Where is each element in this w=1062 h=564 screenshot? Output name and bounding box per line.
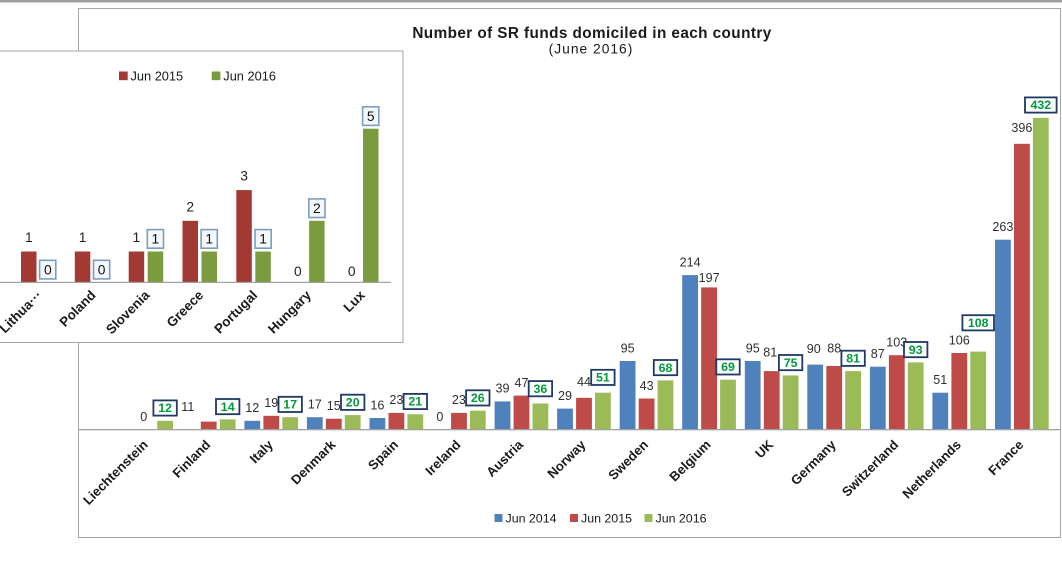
svg-text:1: 1 [133, 230, 141, 245]
svg-text:Jun 2015: Jun 2015 [581, 512, 632, 526]
svg-text:2: 2 [186, 199, 194, 214]
svg-text:39: 39 [495, 382, 509, 396]
svg-text:44: 44 [577, 375, 591, 389]
svg-text:95: 95 [746, 341, 760, 355]
svg-text:Jun 2016: Jun 2016 [223, 69, 276, 84]
svg-text:43: 43 [640, 379, 654, 393]
svg-text:0: 0 [98, 262, 106, 277]
svg-text:47: 47 [514, 376, 528, 390]
svg-text:Jun 2015: Jun 2015 [131, 69, 184, 84]
svg-text:51: 51 [933, 373, 947, 387]
svg-text:1: 1 [259, 232, 267, 247]
svg-text:26: 26 [471, 391, 485, 405]
svg-text:3: 3 [240, 169, 248, 184]
svg-text:12: 12 [245, 401, 259, 415]
svg-text:0: 0 [294, 264, 302, 279]
svg-text:23: 23 [452, 393, 466, 407]
svg-text:93: 93 [909, 343, 923, 357]
svg-text:14: 14 [221, 400, 235, 414]
svg-text:214: 214 [680, 255, 701, 269]
svg-text:29: 29 [558, 389, 572, 403]
svg-text:12: 12 [158, 401, 172, 415]
svg-text:81: 81 [763, 345, 777, 359]
svg-text:0: 0 [140, 410, 147, 424]
svg-text:17: 17 [308, 398, 322, 412]
svg-text:1: 1 [79, 230, 87, 245]
svg-text:16: 16 [370, 398, 384, 412]
svg-text:88: 88 [827, 341, 841, 355]
svg-text:5: 5 [367, 109, 375, 124]
svg-text:396: 396 [1011, 121, 1032, 135]
svg-text:0: 0 [436, 410, 443, 424]
svg-text:17: 17 [283, 398, 297, 412]
svg-text:1: 1 [152, 232, 160, 247]
svg-text:Jun 2016: Jun 2016 [656, 512, 707, 526]
svg-text:432: 432 [1030, 98, 1051, 112]
svg-text:51: 51 [596, 371, 610, 385]
svg-text:263: 263 [992, 220, 1013, 234]
svg-text:23: 23 [389, 393, 403, 407]
svg-text:0: 0 [44, 262, 52, 277]
svg-text:36: 36 [534, 382, 548, 396]
svg-text:0: 0 [348, 264, 356, 279]
svg-text:90: 90 [807, 342, 821, 356]
svg-text:Number of SR funds domiciled i: Number of SR funds domiciled in each cou… [412, 25, 771, 42]
svg-text:108: 108 [968, 316, 989, 330]
svg-text:2: 2 [313, 201, 321, 216]
svg-text:95: 95 [621, 341, 635, 355]
svg-text:(June 2016): (June 2016) [549, 42, 634, 57]
svg-text:1: 1 [25, 230, 33, 245]
svg-text:81: 81 [846, 352, 860, 366]
svg-text:Jun 2014: Jun 2014 [506, 512, 557, 526]
svg-text:69: 69 [721, 360, 735, 374]
svg-text:21: 21 [408, 395, 422, 409]
svg-text:1: 1 [205, 232, 213, 247]
svg-text:68: 68 [659, 361, 673, 375]
svg-text:87: 87 [871, 347, 885, 361]
svg-text:19: 19 [264, 396, 278, 410]
svg-text:11: 11 [181, 400, 194, 414]
svg-text:75: 75 [784, 356, 798, 370]
svg-text:20: 20 [346, 396, 360, 410]
svg-text:106: 106 [949, 333, 970, 347]
svg-text:103: 103 [886, 336, 907, 350]
svg-text:15: 15 [327, 399, 341, 413]
svg-text:197: 197 [699, 271, 720, 285]
